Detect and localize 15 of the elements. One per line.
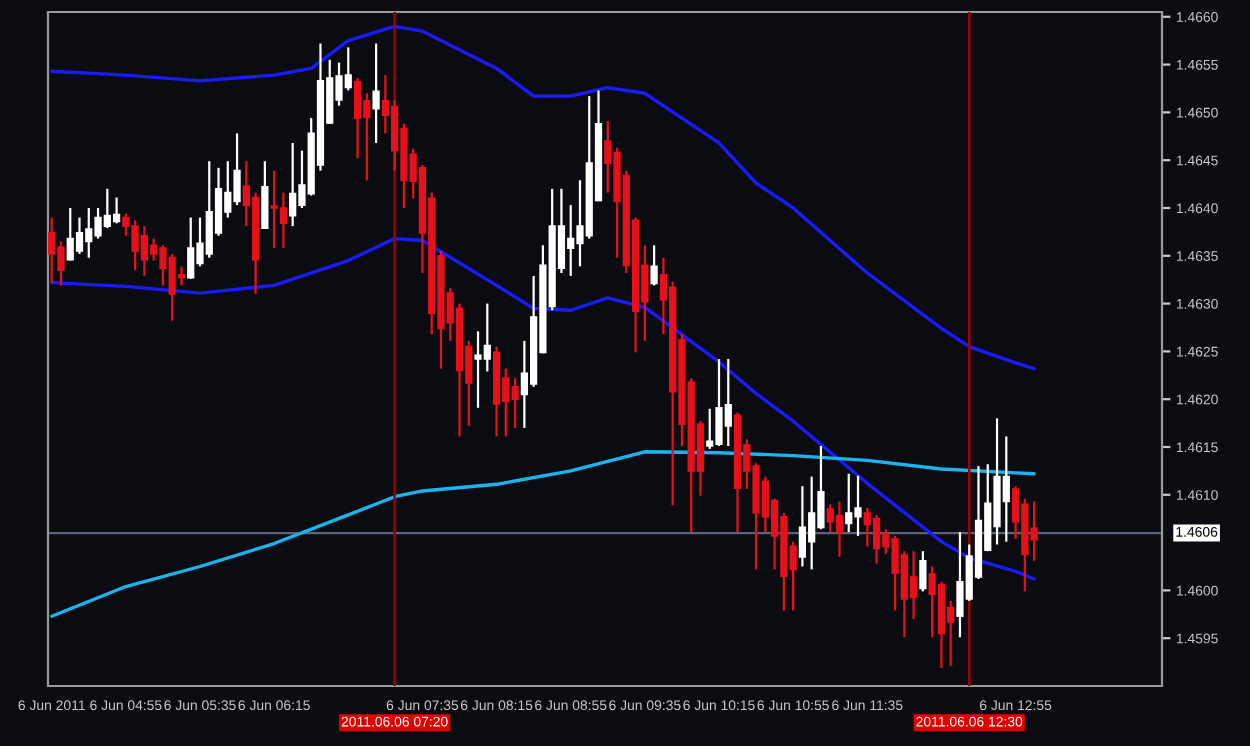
- line-series: [50, 24, 1036, 371]
- candlestick: [650, 244, 658, 287]
- candlestick: [279, 191, 288, 250]
- candlestick: [919, 550, 927, 593]
- candlestick: [177, 265, 186, 287]
- candlestick: [353, 76, 362, 160]
- candlestick: [112, 196, 121, 225]
- candlestick: [835, 500, 844, 559]
- candlestick: [372, 42, 380, 145]
- candlestick: [872, 513, 881, 565]
- candlestick: [261, 160, 269, 231]
- candlestick: [75, 216, 84, 255]
- candlestick: [798, 485, 807, 568]
- candlestick: [140, 225, 149, 277]
- line-series: [50, 450, 1036, 618]
